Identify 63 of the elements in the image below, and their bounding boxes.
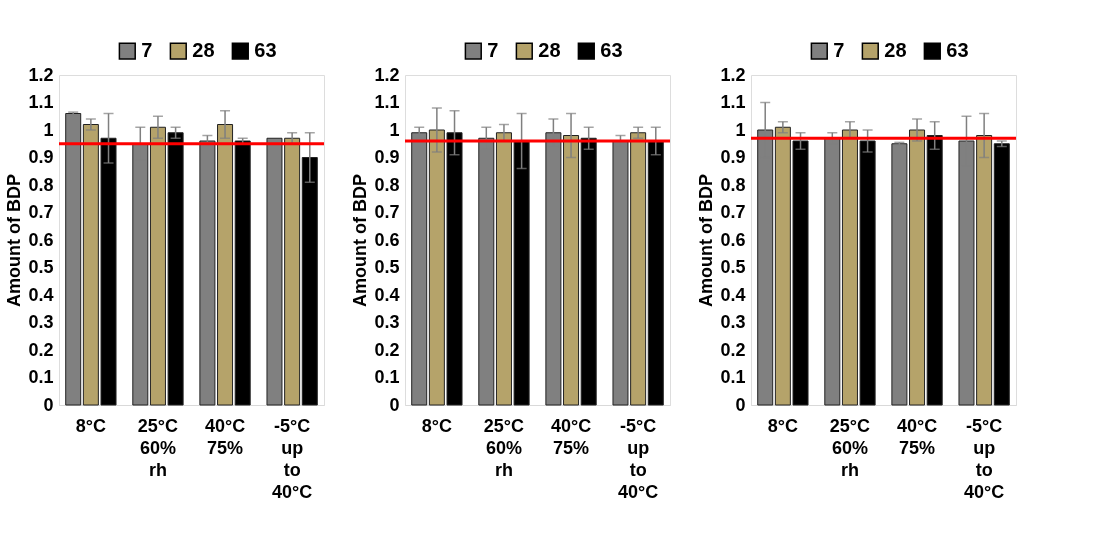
y-tick-label: 0.1 [28,367,54,387]
y-tick-label: 0.6 [374,229,400,250]
y-tick-label: 1 [43,119,54,140]
y-tick-label: 0.5 [374,257,400,277]
y-tick-label: 0.9 [374,147,400,167]
y-tick-label: 0 [735,394,746,415]
x-tick-label: -5°C up to 40°C [272,415,313,502]
y-tick-label: 0.7 [374,202,400,222]
x-tick-label: -5°C up to 40°C [964,415,1005,502]
x-tick-label: 25°C 60% rh [137,415,179,480]
legend-label: 7 [141,39,153,62]
legend-label: 28 [192,39,215,62]
y-tick-label: 0.6 [28,229,54,250]
y-tick-label: 0.8 [28,174,54,195]
y-tick-label: 0.6 [720,229,746,250]
legend-label: 7 [833,39,845,62]
x-tick-label: 8°C [421,415,452,436]
y-tick-label: 1.2 [374,64,400,85]
y-tick-label: 0.8 [720,174,746,195]
x-tick-label: 40°C 75% [896,415,938,458]
x-tick-label: 40°C 75% [550,415,592,458]
y-tick-label: 1.2 [720,64,746,85]
y-tick-label: 0 [389,394,400,415]
y-tick-label: 0.8 [374,174,400,195]
y-tick-label: 1.1 [374,92,400,112]
y-axis-title: Amount of BDP [696,174,717,307]
y-tick-label: 0.5 [28,257,54,277]
x-tick-label: 25°C 60% rh [483,415,525,480]
y-tick-label: 0.7 [720,202,746,222]
legend-label: 28 [884,39,907,62]
y-tick-label: 1.2 [28,64,54,85]
y-tick-label: 1 [735,119,746,140]
y-tick-label: 0.3 [28,312,54,332]
legend-label: 28 [538,39,561,62]
y-tick-label: 0.4 [720,284,746,305]
legend-label: 63 [254,39,277,62]
y-tick-label: 0.4 [28,284,54,305]
y-axis-title: Amount of BDP [350,174,371,307]
y-tick-label: 1 [389,119,400,140]
legend-label: 63 [600,39,623,62]
legend-label: 63 [946,39,969,62]
y-tick-label: 0.3 [720,312,746,332]
x-tick-label: 8°C [767,415,798,436]
y-axis-title: Amount of BDP [4,174,25,307]
x-tick-label: 25°C 60% rh [829,415,871,480]
y-tick-label: 0 [43,394,54,415]
x-tick-label: -5°C up to 40°C [618,415,659,502]
y-tick-label: 0.2 [720,339,746,360]
x-tick-label: 40°C 75% [204,415,246,458]
y-tick-label: 0.9 [720,147,746,167]
y-tick-label: 0.3 [374,312,400,332]
y-tick-label: 0.7 [28,202,54,222]
y-tick-label: 0.2 [374,339,400,360]
y-tick-label: 0.5 [720,257,746,277]
y-tick-label: 0.1 [374,367,400,387]
y-tick-label: 0.2 [28,339,54,360]
y-tick-label: 1.1 [28,92,54,112]
x-tick-label: 8°C [75,415,106,436]
y-tick-label: 0.4 [374,284,400,305]
legend-label: 7 [487,39,499,62]
y-tick-label: 0.1 [720,367,746,387]
y-tick-label: 1.1 [720,92,746,112]
y-tick-label: 0.9 [28,147,54,167]
